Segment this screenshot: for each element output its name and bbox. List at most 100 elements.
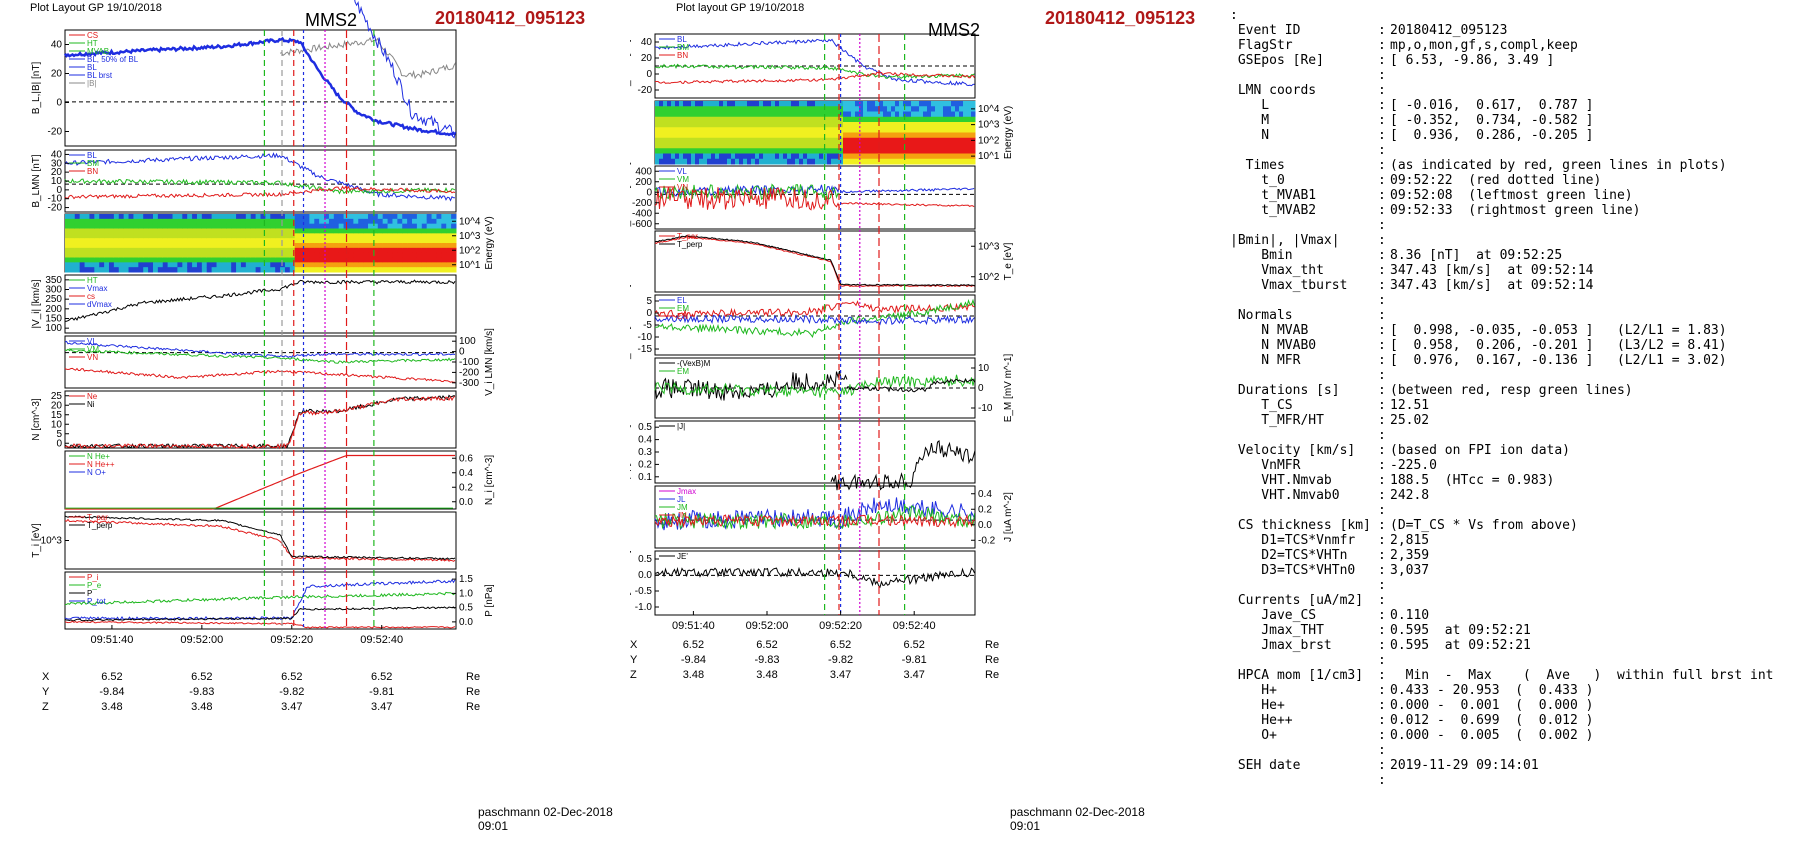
spectrogram-cell (79, 267, 86, 273)
spectrogram-cell (831, 127, 836, 133)
spectrogram-cell (260, 238, 266, 244)
spectrogram-cell (799, 132, 804, 139)
spectrogram-cell (711, 101, 716, 107)
spectrogram-cell (823, 153, 828, 160)
spectrogram-cell (923, 158, 928, 165)
spectrogram-cell (265, 257, 271, 263)
spectrogram-cell (104, 228, 110, 234)
spectrogram-cell (723, 148, 728, 154)
spectrogram-cell (201, 214, 208, 220)
spectrogram-cell (719, 127, 724, 133)
spectrogram-cell (679, 127, 684, 133)
info-row: Vmax_tburst:347.43 [km/s] at 09:52:14 (1230, 278, 1800, 293)
ytick-label: 0.0 (638, 570, 652, 581)
spectrogram-cell (206, 257, 213, 263)
spectrogram-cell (883, 116, 888, 123)
spectrogram-cell (959, 101, 964, 107)
info-colon: : (1378, 323, 1386, 338)
spectrogram-cell (711, 116, 716, 123)
info-colon: : (1378, 578, 1386, 593)
spectrogram-cell (783, 153, 788, 160)
spectrogram-cell (416, 223, 423, 229)
spectrogram-cell (94, 262, 100, 268)
spectrogram-cell (915, 101, 920, 107)
legend-label: cs (87, 292, 95, 301)
spectrogram-cell (436, 247, 442, 254)
spectrogram-cell (819, 122, 824, 128)
el-line (654, 300, 975, 319)
xtick-label: 09:52:00 (746, 620, 789, 632)
spectrogram-cell (104, 223, 110, 229)
spectrogram-cell (699, 143, 704, 149)
spectrogram-cell (289, 243, 296, 249)
spectrogram-cell (811, 132, 816, 139)
spectrogram-cell (935, 143, 940, 149)
spectrogram-cell (226, 238, 232, 244)
panel-frame (64, 335, 457, 389)
spectrogram-cell (319, 243, 325, 249)
spectrogram-cell (779, 116, 784, 123)
spectrogram-cell (231, 228, 237, 234)
spectrogram-cell (177, 243, 183, 249)
spectrogram-cell (333, 247, 340, 254)
left-figure: Plot Layout GP 19/10/2018 MMS2 20180412_… (0, 0, 620, 841)
spectrogram-cell (113, 267, 120, 273)
spectrogram-cell (943, 137, 948, 144)
spectrogram-cell (747, 127, 752, 133)
spectrogram-cell (79, 223, 86, 229)
spectrogram-cell (851, 148, 856, 154)
spectrogram-cell (883, 101, 888, 107)
spectrogram-cell (691, 143, 696, 149)
spectrogram-cell (735, 158, 740, 165)
spectrogram-cell (955, 148, 960, 154)
spectrogram-cell (839, 158, 844, 165)
info-colon: : (1378, 773, 1386, 788)
legend-label: BL, 50% of BL (87, 55, 139, 64)
spectrogram-cell (959, 132, 964, 139)
ylabel-right: P [nPa] (484, 584, 495, 617)
spectrogram-cell (951, 148, 956, 154)
spectrogram-cell (747, 122, 752, 128)
info-row: O+:0.000 - 0.005 ( 0.002 ) (1230, 728, 1800, 743)
spectrogram-cell (859, 153, 864, 160)
info-key: L (1230, 98, 1270, 113)
spectrogram-cell (947, 137, 952, 144)
spectrogram-cell (779, 148, 784, 154)
spectrogram-cell (436, 223, 442, 229)
spectrogram-cell (751, 116, 756, 123)
spectrogram-cell (923, 132, 928, 139)
spectrogram-cell (867, 158, 872, 165)
spectrogram-cell (157, 238, 164, 244)
spectrogram-cell (172, 243, 178, 249)
spectrogram-cell (333, 238, 340, 244)
spectrogram-cell (791, 137, 796, 144)
spectrogram-cell (319, 214, 325, 220)
spectrogram-cell (319, 233, 325, 239)
spectrogram-cell (731, 148, 736, 154)
spectrogram-cell (192, 223, 198, 229)
panel-espec: 10^410^310^210^1 Energy (eV) (654, 100, 1014, 165)
info-row: : (1230, 293, 1800, 308)
spectrogram-cell (675, 101, 680, 107)
spectrogram-cell (687, 137, 692, 144)
spectrogram-cell (711, 127, 716, 133)
ytick-label: -200 (459, 367, 479, 378)
spectrogram-cell (324, 228, 330, 234)
spectrogram-cell (703, 101, 708, 107)
spectrogram-cell (138, 223, 144, 229)
spectrogram-cell (727, 153, 732, 160)
spectrogram-cell (226, 243, 232, 249)
spectrogram-cell (759, 137, 764, 144)
spectrogram-cell (787, 153, 792, 160)
spectrogram-cell (138, 238, 144, 244)
spectrogram-cell (655, 148, 660, 154)
spectrogram-cell (879, 106, 884, 112)
info-key: Times (1230, 158, 1285, 173)
spectrogram-cell (819, 127, 824, 133)
spectrogram-cell (377, 214, 384, 220)
spectrogram-cell (387, 228, 393, 234)
spectrogram-cell (104, 257, 110, 263)
spectrogram-cell (915, 153, 920, 160)
spectrogram-cell (659, 143, 664, 149)
spectrogram-cell (148, 218, 154, 225)
